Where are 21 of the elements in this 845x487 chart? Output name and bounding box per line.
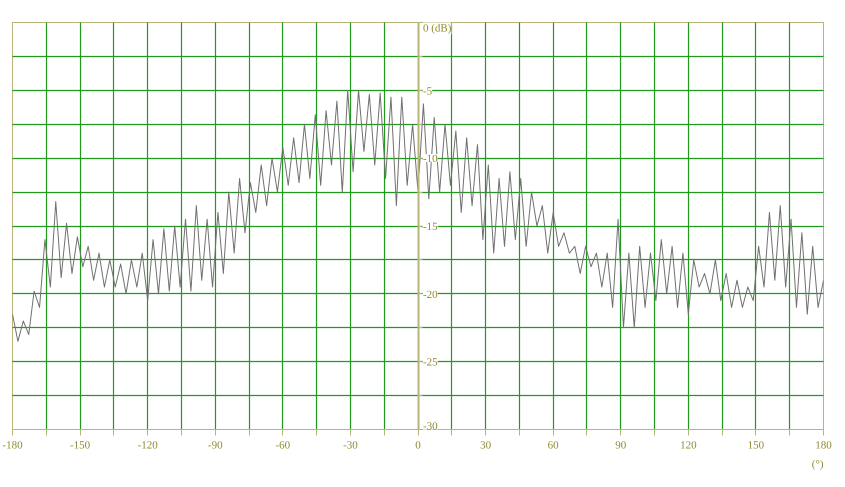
x-tick-label: -150 [70,440,91,452]
x-tick-label: 0 [415,440,422,452]
x-tick-label: 60 [548,440,560,452]
x-tick-label: -180 [2,440,24,452]
y-tick-label: -10 [423,153,438,166]
y-tick-label: -25 [423,356,438,369]
x-tick-label: -30 [343,440,358,452]
x-tick-label: 120 [680,440,698,452]
y-tick-label: -20 [423,288,438,301]
x-tick-label: 180 [815,440,832,452]
x-tick-label: -60 [276,440,291,452]
x-tick-label: 150 [748,440,765,452]
x-tick-label: 30 [480,440,492,452]
x-tick-label: -90 [208,440,224,452]
y-tick-label: -30 [423,420,438,432]
y-tick-label: -15 [423,221,438,233]
x-tick-label: 90 [615,440,627,452]
x-axis-title: (°) [812,458,824,470]
x-tick-label: -120 [138,440,158,452]
y-tick-label: -5 [423,85,433,98]
y-tick-label: 0 (dB) [423,22,452,34]
